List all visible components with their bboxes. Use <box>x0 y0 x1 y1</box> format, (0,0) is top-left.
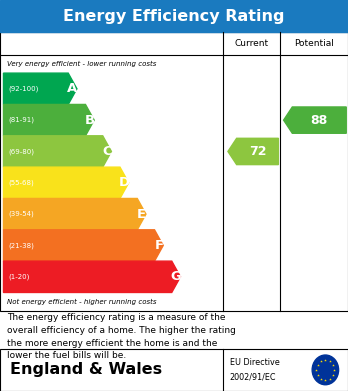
Text: (92-100): (92-100) <box>9 86 39 92</box>
Text: C: C <box>102 145 112 158</box>
Text: 2002/91/EC: 2002/91/EC <box>230 372 276 382</box>
Polygon shape <box>3 104 94 136</box>
Polygon shape <box>3 199 146 230</box>
Text: E: E <box>137 208 146 221</box>
Text: G: G <box>171 270 182 283</box>
Text: Energy Efficiency Rating: Energy Efficiency Rating <box>63 9 285 23</box>
Text: A: A <box>68 82 78 95</box>
Text: 72: 72 <box>249 145 266 158</box>
Text: (81-91): (81-91) <box>9 117 35 124</box>
Polygon shape <box>3 73 77 104</box>
Polygon shape <box>3 230 163 261</box>
Text: Very energy efficient - lower running costs: Very energy efficient - lower running co… <box>7 61 156 67</box>
Text: (55-68): (55-68) <box>9 179 34 186</box>
Text: F: F <box>154 239 164 252</box>
Text: D: D <box>119 176 130 189</box>
Text: EU Directive: EU Directive <box>230 358 279 368</box>
Polygon shape <box>284 107 346 133</box>
Bar <box>0 0 348 32</box>
Polygon shape <box>3 136 111 167</box>
Text: (39-54): (39-54) <box>9 211 34 217</box>
Text: Current: Current <box>234 39 269 48</box>
Polygon shape <box>3 261 181 292</box>
Polygon shape <box>228 138 278 165</box>
Circle shape <box>312 355 339 385</box>
Text: The energy efficiency rating is a measure of the
overall efficiency of a home. T: The energy efficiency rating is a measur… <box>7 313 236 361</box>
Text: (1-20): (1-20) <box>9 274 30 280</box>
Polygon shape <box>3 167 129 199</box>
Text: England & Wales: England & Wales <box>10 362 163 377</box>
Bar <box>0 32 348 311</box>
Text: (21-38): (21-38) <box>9 242 34 249</box>
Text: 88: 88 <box>311 114 328 127</box>
Text: (69-80): (69-80) <box>9 148 35 155</box>
Text: Potential: Potential <box>294 39 334 48</box>
Text: B: B <box>85 114 95 127</box>
Bar <box>0 349 348 391</box>
Text: Not energy efficient - higher running costs: Not energy efficient - higher running co… <box>7 299 157 305</box>
